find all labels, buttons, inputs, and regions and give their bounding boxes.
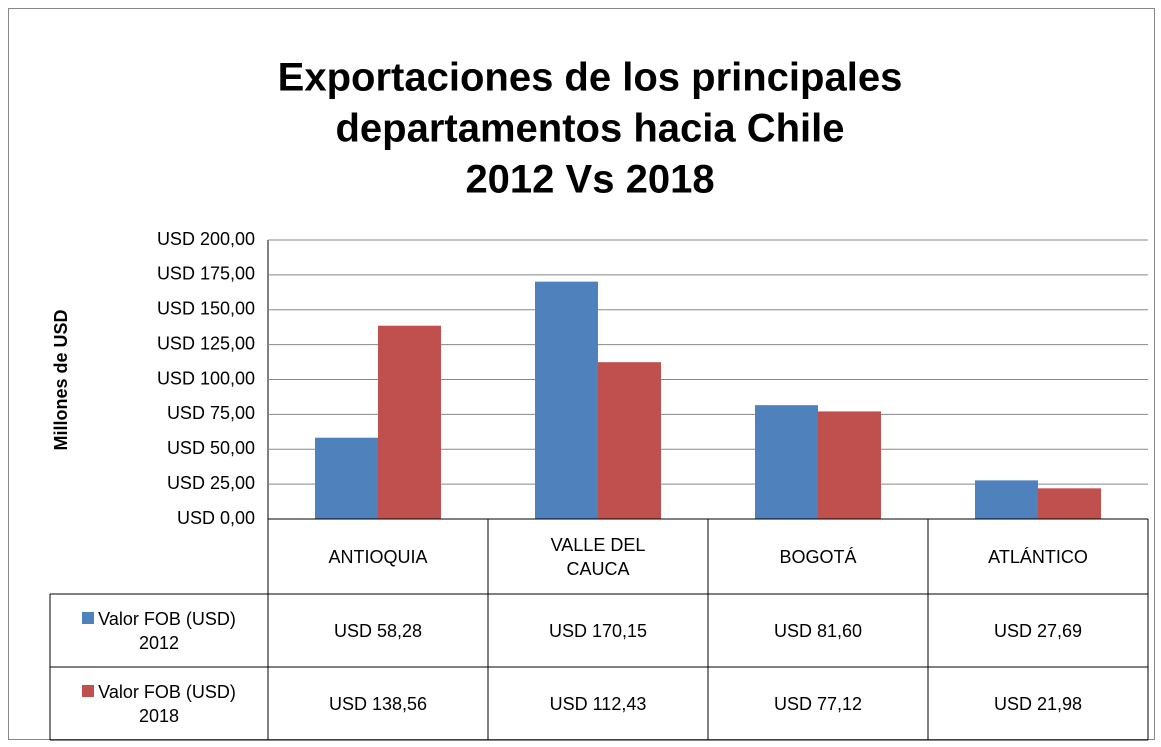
chart-title: 2012 Vs 2018 bbox=[465, 158, 714, 202]
y-axis-title: Millones de USD bbox=[51, 309, 71, 450]
data-label: USD 138,56 bbox=[328, 693, 428, 714]
data-label: USD 58,28 bbox=[333, 620, 423, 641]
y-tick-label: USD 0,00 bbox=[177, 508, 255, 528]
chart-title: departamentos hacia Chile bbox=[335, 107, 844, 151]
legend-entry: Valor FOB (USD) 2012 bbox=[52, 594, 266, 667]
legend-entry: Valor FOB (USD) 2018 bbox=[52, 667, 266, 740]
table-cell: USD 81,60 bbox=[773, 620, 863, 641]
y-tick-label: USD 200,00 bbox=[157, 229, 255, 249]
y-tick-label: USD 100,00 bbox=[157, 368, 255, 388]
x-tick-label: ANTIOQUIA bbox=[328, 546, 428, 567]
table-cell: USD 58,28 bbox=[333, 620, 423, 641]
table-cell: BOGOTÁ bbox=[779, 546, 857, 567]
table-cell: ANTIOQUIA bbox=[328, 546, 428, 567]
legend-swatch bbox=[82, 611, 95, 624]
y-tick-label: USD 150,00 bbox=[157, 299, 255, 319]
x-tick-label: BOGOTÁ bbox=[779, 546, 857, 567]
table-cell: USD 21,98 bbox=[993, 693, 1083, 714]
bar bbox=[378, 325, 441, 519]
data-table-lines bbox=[49, 240, 1149, 741]
table-cell: VALLE DEL CAUCA bbox=[550, 534, 646, 579]
table-cell: USD 138,56 bbox=[328, 693, 428, 714]
data-label: USD 27,69 bbox=[993, 620, 1083, 641]
table-cell: USD 77,12 bbox=[773, 693, 863, 714]
table-cell: USD 27,69 bbox=[993, 620, 1083, 641]
y-tick-label: USD 175,00 bbox=[157, 264, 255, 284]
data-label: USD 77,12 bbox=[773, 693, 863, 714]
legend-label: Valor FOB (USD) 2012 bbox=[98, 608, 236, 653]
data-label: USD 112,43 bbox=[549, 693, 647, 714]
data-label: USD 21,98 bbox=[993, 693, 1083, 714]
data-label: USD 170,15 bbox=[548, 620, 648, 641]
bar bbox=[975, 480, 1038, 519]
data-label: USD 81,60 bbox=[773, 620, 863, 641]
x-tick-label: VALLE DEL CAUCA bbox=[550, 534, 646, 579]
chart-title: Exportaciones de los principales bbox=[278, 56, 903, 100]
x-tick-label: ATLÁNTICO bbox=[988, 546, 1088, 567]
y-tick-label: USD 125,00 bbox=[157, 333, 255, 353]
table-cell: Valor FOB (USD) 2018 bbox=[52, 667, 266, 740]
bar bbox=[1038, 488, 1101, 519]
bar bbox=[818, 411, 881, 519]
table-cell: USD 170,15 bbox=[548, 620, 648, 641]
legend-label: Valor FOB (USD) 2018 bbox=[98, 681, 236, 726]
bar bbox=[535, 281, 598, 519]
legend-item: Valor FOB (USD) 2018 bbox=[64, 680, 254, 728]
legend-item: Valor FOB (USD) 2012 bbox=[64, 607, 254, 655]
y-tick-label: USD 25,00 bbox=[167, 473, 255, 493]
y-tick-label: USD 75,00 bbox=[167, 403, 255, 423]
table-cell: Valor FOB (USD) 2012 bbox=[52, 594, 266, 667]
y-tick-label: USD 50,00 bbox=[167, 438, 255, 458]
bar bbox=[315, 437, 378, 519]
table-cell: ATLÁNTICO bbox=[988, 546, 1088, 567]
legend-swatch bbox=[82, 684, 95, 697]
table-cell: USD 112,43 bbox=[549, 693, 647, 714]
bar bbox=[755, 405, 818, 519]
bar bbox=[598, 362, 661, 519]
